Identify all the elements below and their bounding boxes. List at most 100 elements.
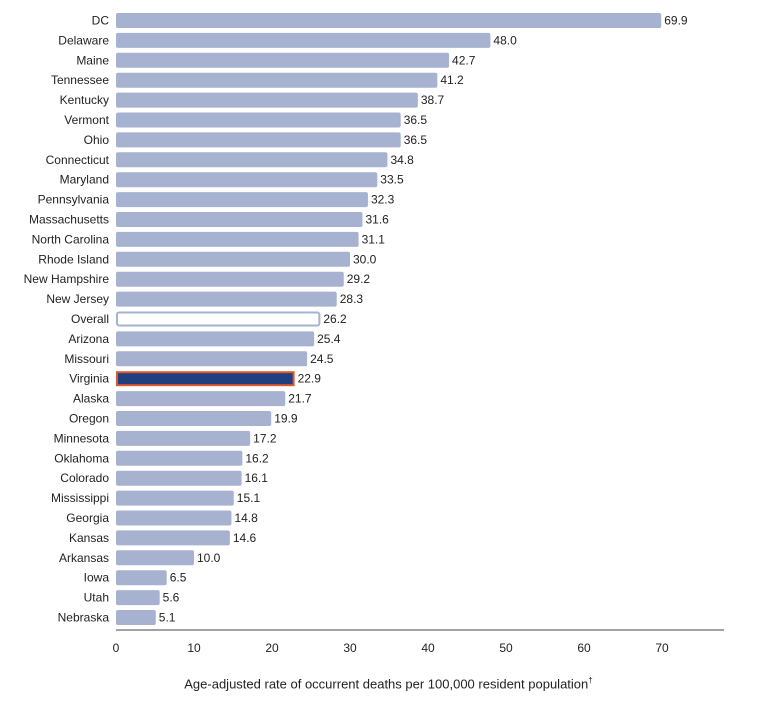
category-label-rhode-island: Rhode Island	[38, 252, 109, 266]
category-label-minnesota: Minnesota	[54, 431, 110, 445]
value-label-pennsylvania: 32.3	[371, 193, 395, 207]
category-label-maryland: Maryland	[60, 173, 109, 187]
category-label-kansas: Kansas	[69, 531, 109, 545]
value-label-missouri: 24.5	[310, 352, 334, 366]
category-label-missouri: Missouri	[64, 352, 109, 366]
bar-north-carolina	[116, 231, 359, 247]
bar-new-hampshire	[116, 271, 344, 287]
category-label-new-jersey: New Jersey	[46, 292, 109, 306]
bar-nebraska	[116, 610, 156, 625]
category-label-connecticut: Connecticut	[46, 153, 110, 167]
value-label-kansas: 14.6	[233, 531, 257, 545]
category-label-new-hampshire: New Hampshire	[24, 272, 110, 286]
value-label-massachusetts: 31.6	[365, 213, 389, 227]
bar-delaware	[116, 32, 491, 48]
category-label-overall: Overall	[71, 312, 109, 326]
category-label-georgia: Georgia	[66, 511, 109, 525]
x-tick-label-70: 70	[655, 641, 669, 655]
category-label-mississippi: Mississippi	[51, 491, 109, 505]
category-label-delaware: Delaware	[58, 33, 109, 47]
bar-iowa	[116, 570, 167, 586]
category-label-alaska: Alaska	[73, 392, 109, 406]
bar-oregon	[116, 411, 272, 426]
bar-kentucky	[116, 92, 418, 108]
bar-colorado	[116, 470, 242, 486]
category-label-oregon: Oregon	[69, 412, 109, 426]
bar-kansas	[116, 530, 230, 546]
bar-maine	[116, 52, 450, 68]
value-label-colorado: 16.1	[245, 471, 269, 485]
category-label-kentucky: Kentucky	[60, 93, 109, 107]
value-label-georgia: 14.8	[234, 511, 258, 525]
value-label-mississippi: 15.1	[237, 491, 261, 505]
bar-maryland	[116, 172, 378, 188]
value-label-vermont: 36.5	[404, 113, 428, 127]
value-label-north-carolina: 31.1	[362, 232, 386, 246]
value-label-oklahoma: 16.2	[245, 451, 269, 465]
value-label-overall: 26.2	[323, 312, 347, 326]
x-axis-title: Age-adjusted rate of occurrent deaths pe…	[0, 676, 777, 691]
x-tick-label-40: 40	[421, 641, 435, 655]
bar-oklahoma	[116, 450, 243, 466]
value-label-dc: 69.9	[664, 14, 688, 28]
bar-new-jersey	[116, 291, 337, 307]
value-label-rhode-island: 30.0	[353, 252, 377, 266]
x-tick-label-10: 10	[187, 641, 201, 655]
value-label-delaware: 48.0	[493, 33, 517, 47]
category-label-iowa: Iowa	[84, 571, 110, 585]
value-label-oregon: 19.9	[274, 412, 298, 426]
value-label-virginia: 22.9	[298, 372, 322, 386]
bar-vermont	[116, 112, 401, 128]
category-label-dc: DC	[92, 14, 110, 28]
x-axis-ticks: 0 10 20 30 40 50 60 70	[113, 641, 669, 655]
bar-connecticut	[116, 152, 388, 168]
bars-group	[116, 13, 662, 625]
x-axis-footnote-mark: †	[588, 676, 593, 685]
bar-dc	[116, 13, 662, 28]
bar-arkansas	[116, 550, 194, 566]
value-label-alaska: 21.7	[288, 392, 312, 406]
category-label-north-carolina: North Carolina	[32, 232, 110, 246]
category-label-ohio: Ohio	[84, 133, 110, 147]
bar-virginia	[116, 371, 295, 387]
bar-missouri	[116, 351, 308, 367]
value-labels: 69.9 48.0 42.7 41.2 38.7 36.5 36.5 34.8 33.5 32.3…	[159, 14, 688, 625]
category-label-tennessee: Tennessee	[51, 73, 109, 87]
bar-ohio	[116, 132, 401, 148]
category-label-vermont: Vermont	[64, 113, 109, 127]
category-label-utah: Utah	[84, 591, 109, 605]
value-label-utah: 5.6	[163, 591, 180, 605]
x-tick-label-60: 60	[577, 641, 591, 655]
x-tick-label-30: 30	[343, 641, 357, 655]
bar-alaska	[116, 391, 286, 407]
value-label-new-jersey: 28.3	[340, 292, 364, 306]
category-label-massachusetts: Massachusetts	[29, 213, 109, 227]
category-label-nebraska: Nebraska	[58, 611, 110, 625]
category-label-virginia: Virginia	[69, 372, 109, 386]
value-label-maine: 42.7	[452, 53, 476, 67]
bar-mississippi	[116, 490, 234, 506]
category-label-oklahoma: Oklahoma	[54, 451, 109, 465]
value-label-arkansas: 10.0	[197, 551, 221, 565]
value-label-minnesota: 17.2	[253, 431, 277, 445]
bar-chart: DC Delaware Maine Tennessee Kentucky Vermont O…	[24, 13, 724, 655]
category-label-arkansas: Arkansas	[59, 551, 109, 565]
category-label-pennsylvania: Pennsylvania	[38, 193, 110, 207]
category-label-maine: Maine	[76, 53, 109, 67]
value-label-tennessee: 41.2	[440, 73, 464, 87]
value-label-connecticut: 34.8	[390, 153, 414, 167]
bar-georgia	[116, 510, 232, 526]
value-label-nebraska: 5.1	[159, 611, 176, 625]
x-tick-label-20: 20	[265, 641, 279, 655]
value-label-kentucky: 38.7	[421, 93, 445, 107]
bar-arizona	[116, 331, 315, 347]
x-axis-title-text: Age-adjusted rate of occurrent deaths pe…	[184, 676, 589, 692]
value-label-ohio: 36.5	[404, 133, 428, 147]
bar-rhode-island	[116, 251, 350, 267]
bar-tennessee	[116, 72, 438, 88]
bar-pennsylvania	[116, 192, 368, 208]
value-label-maryland: 33.5	[380, 173, 404, 187]
bar-massachusetts	[116, 212, 363, 227]
category-label-colorado: Colorado	[60, 471, 109, 485]
bar-utah	[116, 590, 160, 606]
